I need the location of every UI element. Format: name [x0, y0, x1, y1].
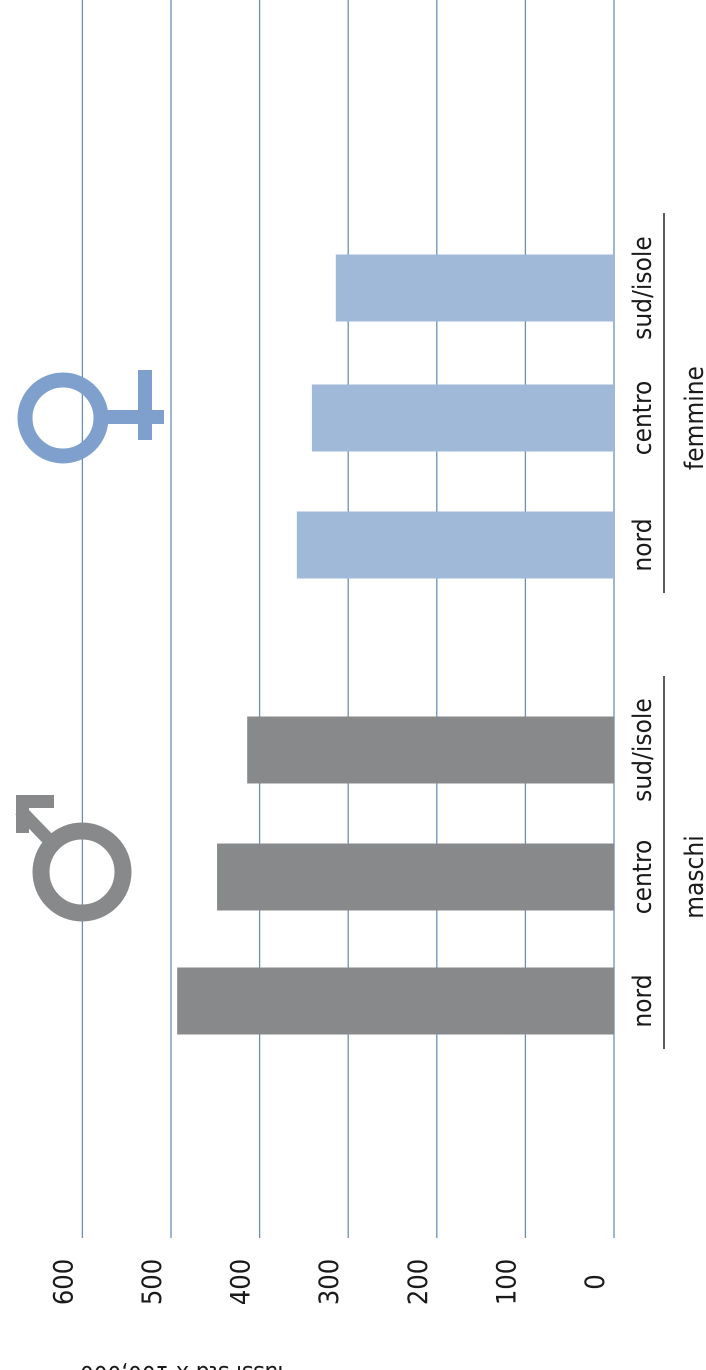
bar: [296, 511, 614, 579]
tick-label: 200: [403, 1259, 434, 1305]
gridlines: [81, 0, 615, 1238]
group-label: maschi: [680, 835, 706, 919]
y-axis-label: Tassi std x 100,000: [80, 1360, 288, 1370]
tick-label: 0: [580, 1274, 611, 1289]
category-label: sud/isole: [628, 236, 658, 340]
axis-tick-labels: 0 100 200 300 400 500 600: [48, 1259, 611, 1305]
category-label: nord: [628, 518, 658, 571]
bar: [247, 716, 615, 784]
group-labels: maschi femmine: [663, 213, 706, 1049]
bar: [217, 843, 614, 911]
bar: [335, 254, 614, 322]
bars: [177, 254, 615, 1035]
category-label: nord: [628, 974, 658, 1027]
bar: [177, 967, 614, 1035]
tick-label: 400: [226, 1259, 257, 1305]
tick-label: 500: [137, 1259, 168, 1305]
tick-label: 100: [491, 1259, 522, 1305]
group-label: femmine: [680, 366, 706, 470]
category-label: sud/isole: [628, 698, 658, 802]
category-label: centro: [628, 840, 658, 915]
tick-label: 300: [314, 1259, 345, 1305]
category-labels: nord centro sud/isole nord centro sud/isole: [628, 236, 658, 1027]
female-symbol-icon: [17, 370, 164, 464]
bar: [311, 384, 614, 452]
tick-label: 600: [48, 1259, 79, 1305]
gender-symbols: [15, 370, 164, 922]
category-label: centro: [628, 381, 658, 456]
male-symbol-icon: [15, 795, 132, 922]
